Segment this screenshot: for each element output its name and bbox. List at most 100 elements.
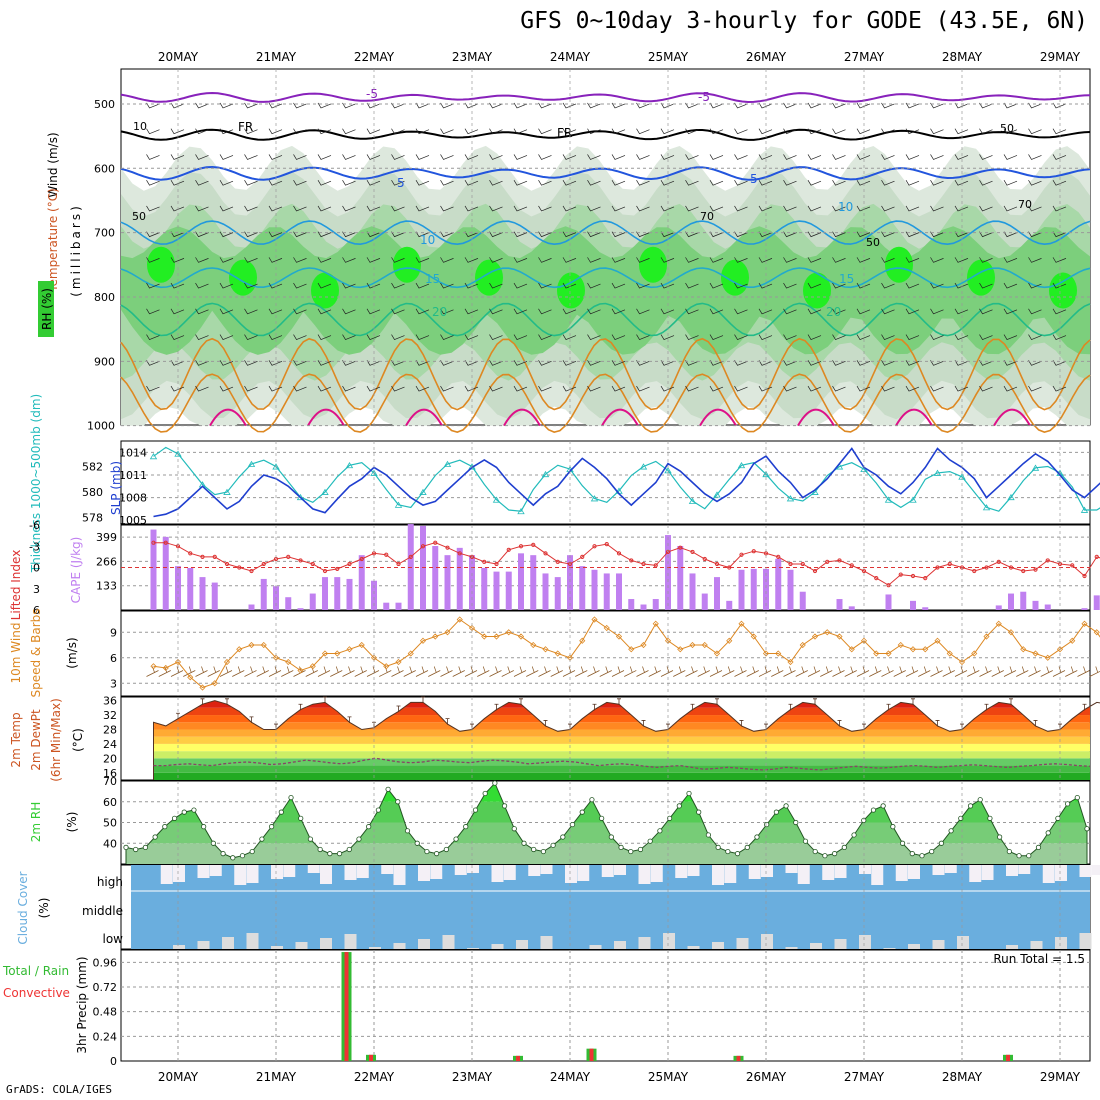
surface-wind-barb [317,666,331,677]
wind-speed-marker [726,637,733,644]
rh-marker [346,846,352,853]
rh-blob [803,272,831,309]
surface-wind-barb [489,666,502,677]
surface-wind-barb [599,666,612,677]
cloud-high-gap [944,865,957,873]
wind-barb [268,128,283,135]
wind-barb [685,334,699,341]
wind-barb [317,154,332,160]
wind-barb [342,385,356,392]
wind-speed-marker [346,646,353,653]
wind-barb [146,231,160,238]
surface-wind-barb [183,666,196,677]
surface-wind-barb [771,666,784,677]
wind-barb [317,179,332,186]
wind-panel-label-a: 10m Wind [9,623,23,684]
wind-barb [293,154,307,160]
wind-speed-marker [922,646,929,653]
cloud-high-gap [932,865,945,875]
cloud-high-gap [638,865,651,884]
wind-barb [489,205,503,212]
lifted-index-marker [580,554,585,559]
wind-barb [709,179,724,186]
cloud-low-block [295,942,308,949]
surface-wind-barb [550,666,563,677]
wind-barb [856,179,871,186]
temp-minmax-bar [543,720,548,727]
wind-barb [317,257,332,263]
wind-barb [366,154,381,160]
wind-speed-marker [836,633,843,640]
wind-legend-label: Wind (m/s) [46,132,60,197]
wind-barb [170,231,185,238]
wind-barb [587,334,601,341]
wind-barb [1052,231,1067,238]
pressure-tick: 500 [94,98,115,111]
wind-barb [391,360,405,366]
wind-barb [293,282,307,289]
wind-barb [954,282,969,289]
wind-barb [244,102,258,109]
surface-wind-barb [403,666,416,677]
cloud-low-block [418,939,430,949]
wind-barb [562,360,577,366]
wind-barb [1003,334,1018,341]
wind-barb [489,257,503,263]
cloud-high-gap [467,865,479,873]
rh-marker [395,799,401,805]
wind-barb [807,308,822,315]
cloud-high-gap [1091,865,1100,875]
wind-barb [611,385,626,392]
wind-barb [587,154,601,160]
rh-marker [890,824,896,830]
cloud-low-block [932,940,945,949]
rh-marker [569,821,576,828]
wind-speed-marker [848,646,855,653]
rh-marker [1035,844,1042,851]
wind-barb [905,385,920,392]
rh-marker [744,844,750,851]
rh-band [126,843,1087,864]
rh-marker [317,846,323,853]
cape-bar [628,599,635,610]
cape-bar [579,566,586,610]
rh-marker [822,853,828,859]
wind-barb [685,231,699,238]
wind-barb [538,205,552,212]
cloud-low-block [1055,937,1067,949]
rh-marker [686,790,692,797]
wind-barb [538,102,552,109]
wind-barb [807,231,822,238]
wind-barb [415,205,430,212]
surface-wind-barb [354,666,367,677]
panel-frame-thick [120,440,1091,525]
wind-barb [219,257,234,263]
lifted-index-marker [224,561,230,567]
lifted-index-marker [200,554,205,559]
surface-wind-barb [330,666,343,677]
wind-barb [440,154,454,160]
wind-barb [1003,128,1018,135]
wind-barb [342,334,356,341]
wind-barb [195,334,209,341]
wind-barb [391,257,405,263]
rh-marker [434,851,440,857]
wind-barb [709,231,724,238]
surface-wind-barb [1016,666,1029,677]
cloud-high-gap [234,865,247,885]
contour-label: 15 [839,272,854,286]
surface-wind-barb [783,666,796,677]
wind-barb [366,360,381,366]
cape-bar [652,599,659,610]
wind-barb [464,385,479,392]
wind-barb [342,282,356,289]
wind-barb [391,128,405,135]
cloud-high-gap [430,865,443,879]
pressure-tick: 600 [94,162,115,175]
date-label-bottom: 27MAY [844,1070,885,1084]
wind-barb [905,231,920,238]
cloud-high-gap [675,865,688,878]
temp-minmax-bar [1009,698,1013,705]
rh-tick: 50 [103,817,117,830]
wind-barb [366,385,381,392]
